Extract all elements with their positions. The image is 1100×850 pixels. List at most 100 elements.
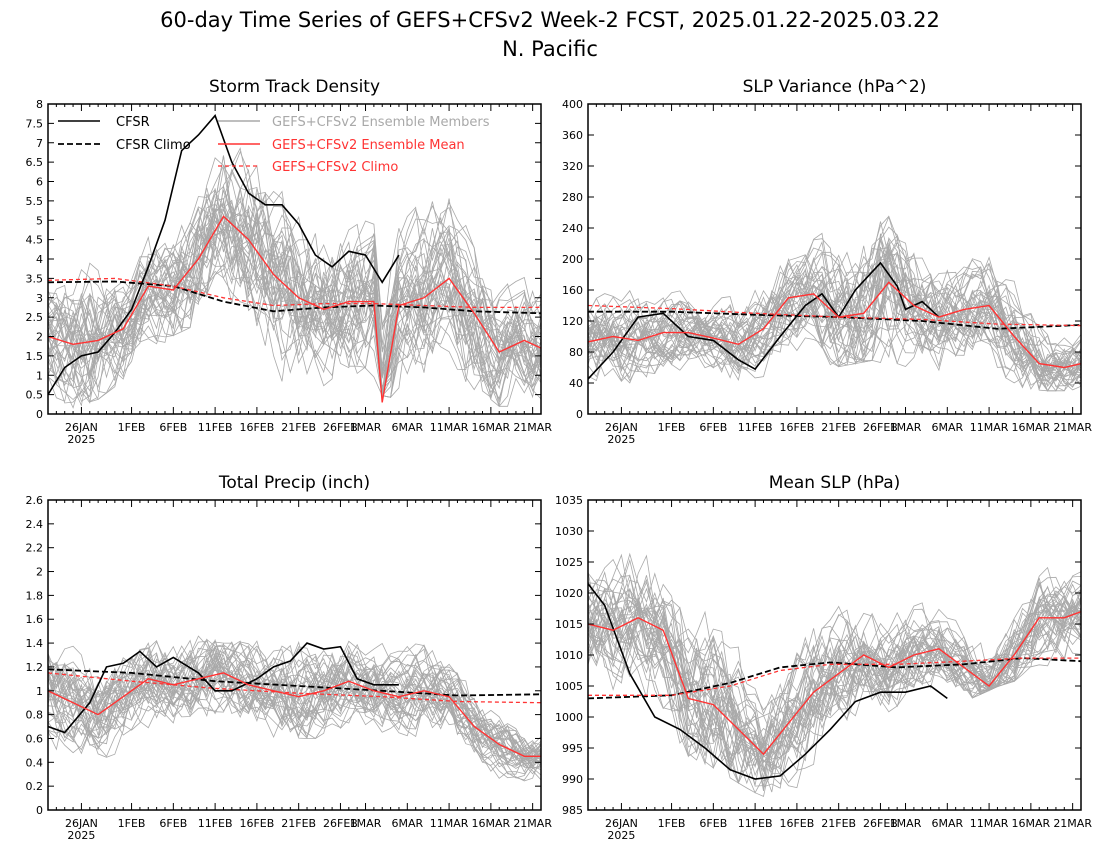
ensemble-members	[588, 215, 1081, 392]
ensemble-member-line	[48, 655, 541, 760]
x-tick-label: 11FEB	[198, 421, 233, 434]
y-tick-label: 7	[36, 137, 43, 150]
panel-title: Total Precip (inch)	[218, 473, 370, 493]
x-tick-label: 21FEB	[281, 421, 316, 434]
ensemble-member-line	[48, 644, 541, 763]
ensemble-member-line	[588, 619, 1081, 772]
y-tick-label: 5	[36, 214, 43, 227]
y-tick-label: 8	[36, 98, 43, 111]
y-tick-label: 2	[36, 331, 43, 344]
ensemble-member-line	[48, 187, 541, 395]
x-tick-label: 16MAR	[1012, 817, 1051, 830]
y-tick-label: 985	[562, 804, 583, 817]
x-tick-label: 21FEB	[821, 421, 856, 434]
y-tick-label: 990	[562, 773, 583, 786]
ensemble-mean-line	[48, 672, 541, 757]
x-tick-label: 6MAR	[931, 421, 963, 434]
y-tick-label: 1005	[555, 680, 583, 693]
cfsr-line	[588, 583, 948, 780]
ensemble-member-line	[588, 277, 1081, 392]
ensemble-climo-line	[588, 657, 1081, 696]
ensemble-member-line	[588, 291, 1081, 386]
x-tick-label: 11MAR	[430, 817, 469, 830]
panel-title: SLP Variance (hPa^2)	[743, 77, 927, 97]
x-tick-label: 21MAR	[513, 421, 552, 434]
y-tick-label: 120	[562, 315, 583, 328]
ensemble-member-line	[588, 607, 1081, 787]
x-tick-label: 16MAR	[472, 421, 511, 434]
y-tick-label: 1010	[555, 649, 583, 662]
plot-frame	[47, 499, 542, 811]
ensemble-member-line	[588, 273, 1081, 388]
y-tick-label: 1	[36, 369, 43, 382]
ensemble-member-line	[588, 263, 1081, 386]
cfsr-line	[48, 642, 399, 734]
x-tick-label: 1FEB	[118, 421, 146, 434]
x-tick-label: 11MAR	[970, 817, 1009, 830]
legend-label-ensemble-mean: GEFS+CFSv2 Ensemble Mean	[272, 138, 465, 153]
y-tick-label: 6.5	[26, 156, 44, 169]
ensemble-member-line	[588, 576, 1081, 760]
y-tick-label: 995	[562, 742, 583, 755]
x-tick-label: 1MAR	[890, 421, 922, 434]
y-tick-label: 1015	[555, 618, 583, 631]
panel-title: Mean SLP (hPa)	[769, 473, 901, 493]
ensemble-members	[48, 147, 541, 409]
y-tick-label: 1035	[555, 494, 583, 507]
y-tick-label: 1020	[555, 587, 583, 600]
cfsr-climo-line	[588, 310, 1081, 330]
x-tick-label: 16FEB	[779, 817, 814, 830]
y-tick-label: 2	[36, 566, 43, 579]
y-tick-label: 6	[36, 176, 43, 189]
legend-label-cfsr: CFSR	[116, 115, 150, 130]
x-tick-label: 21FEB	[821, 817, 856, 830]
ensemble-mean-line	[588, 610, 1081, 756]
y-tick-label: 40	[569, 377, 583, 390]
y-tick-label: 3	[36, 292, 43, 305]
x-tick-label: 11MAR	[970, 421, 1009, 434]
x-tick-label: 26FEB	[323, 817, 358, 830]
ensemble-member-line	[48, 203, 541, 409]
y-tick-label: 0.5	[26, 389, 44, 402]
y-tick-label: 280	[562, 191, 583, 204]
x-tick-label: 21MAR	[513, 817, 552, 830]
ensemble-member-line	[48, 208, 541, 407]
panel-title: Storm Track Density	[209, 77, 380, 97]
y-tick-label: 2.6	[26, 494, 44, 507]
y-tick-label: 1.8	[26, 589, 44, 602]
x-tick-label: 6FEB	[159, 817, 187, 830]
ensemble-climo-line	[588, 304, 1081, 327]
ensemble-members	[48, 635, 541, 782]
cfsr-climo-line	[48, 668, 541, 697]
x-year-label: 2025	[67, 433, 95, 446]
x-tick-label: 11FEB	[738, 421, 773, 434]
x-tick-label: 11MAR	[430, 421, 469, 434]
y-tick-label: 7.5	[26, 117, 44, 130]
x-tick-label: 1FEB	[658, 421, 686, 434]
x-tick-label: 6MAR	[391, 421, 423, 434]
ensemble-member-line	[588, 234, 1081, 372]
ensemble-member-line	[588, 586, 1081, 771]
ensemble-member-line	[588, 571, 1081, 773]
panel-3: Total Precip (inch) 0 0.2 0.4 0.6 0.8 1 1.2 1.4 1…	[26, 473, 553, 842]
ensemble-member-line	[588, 249, 1081, 388]
ensemble-member-line	[48, 654, 541, 770]
legend-label-cfsr-climo: CFSR Climo	[116, 138, 191, 153]
ensemble-member-line	[48, 644, 541, 773]
x-year-label: 2025	[607, 433, 635, 446]
ensemble-member-line	[588, 262, 1081, 383]
x-tick-label: 16MAR	[472, 817, 511, 830]
y-tick-label: 1	[36, 685, 43, 698]
legend: CFSR CFSR Climo GEFS+CFSv2 Ensemble Member…	[58, 115, 490, 175]
y-tick-label: 320	[562, 160, 583, 173]
y-tick-label: 1.6	[26, 613, 44, 626]
y-tick-label: 240	[562, 222, 583, 235]
panel-4: Mean SLP (hPa) 985 990 995 1000 1005 1010 1015 1…	[555, 473, 1092, 842]
y-tick-label: 2.4	[26, 518, 44, 531]
ensemble-member-line	[48, 665, 541, 781]
ensemble-member-line	[588, 587, 1081, 740]
x-tick-label: 1MAR	[890, 817, 922, 830]
legend-label-ensemble-climo: GEFS+CFSv2 Climo	[272, 160, 398, 175]
ensemble-member-line	[48, 657, 541, 761]
